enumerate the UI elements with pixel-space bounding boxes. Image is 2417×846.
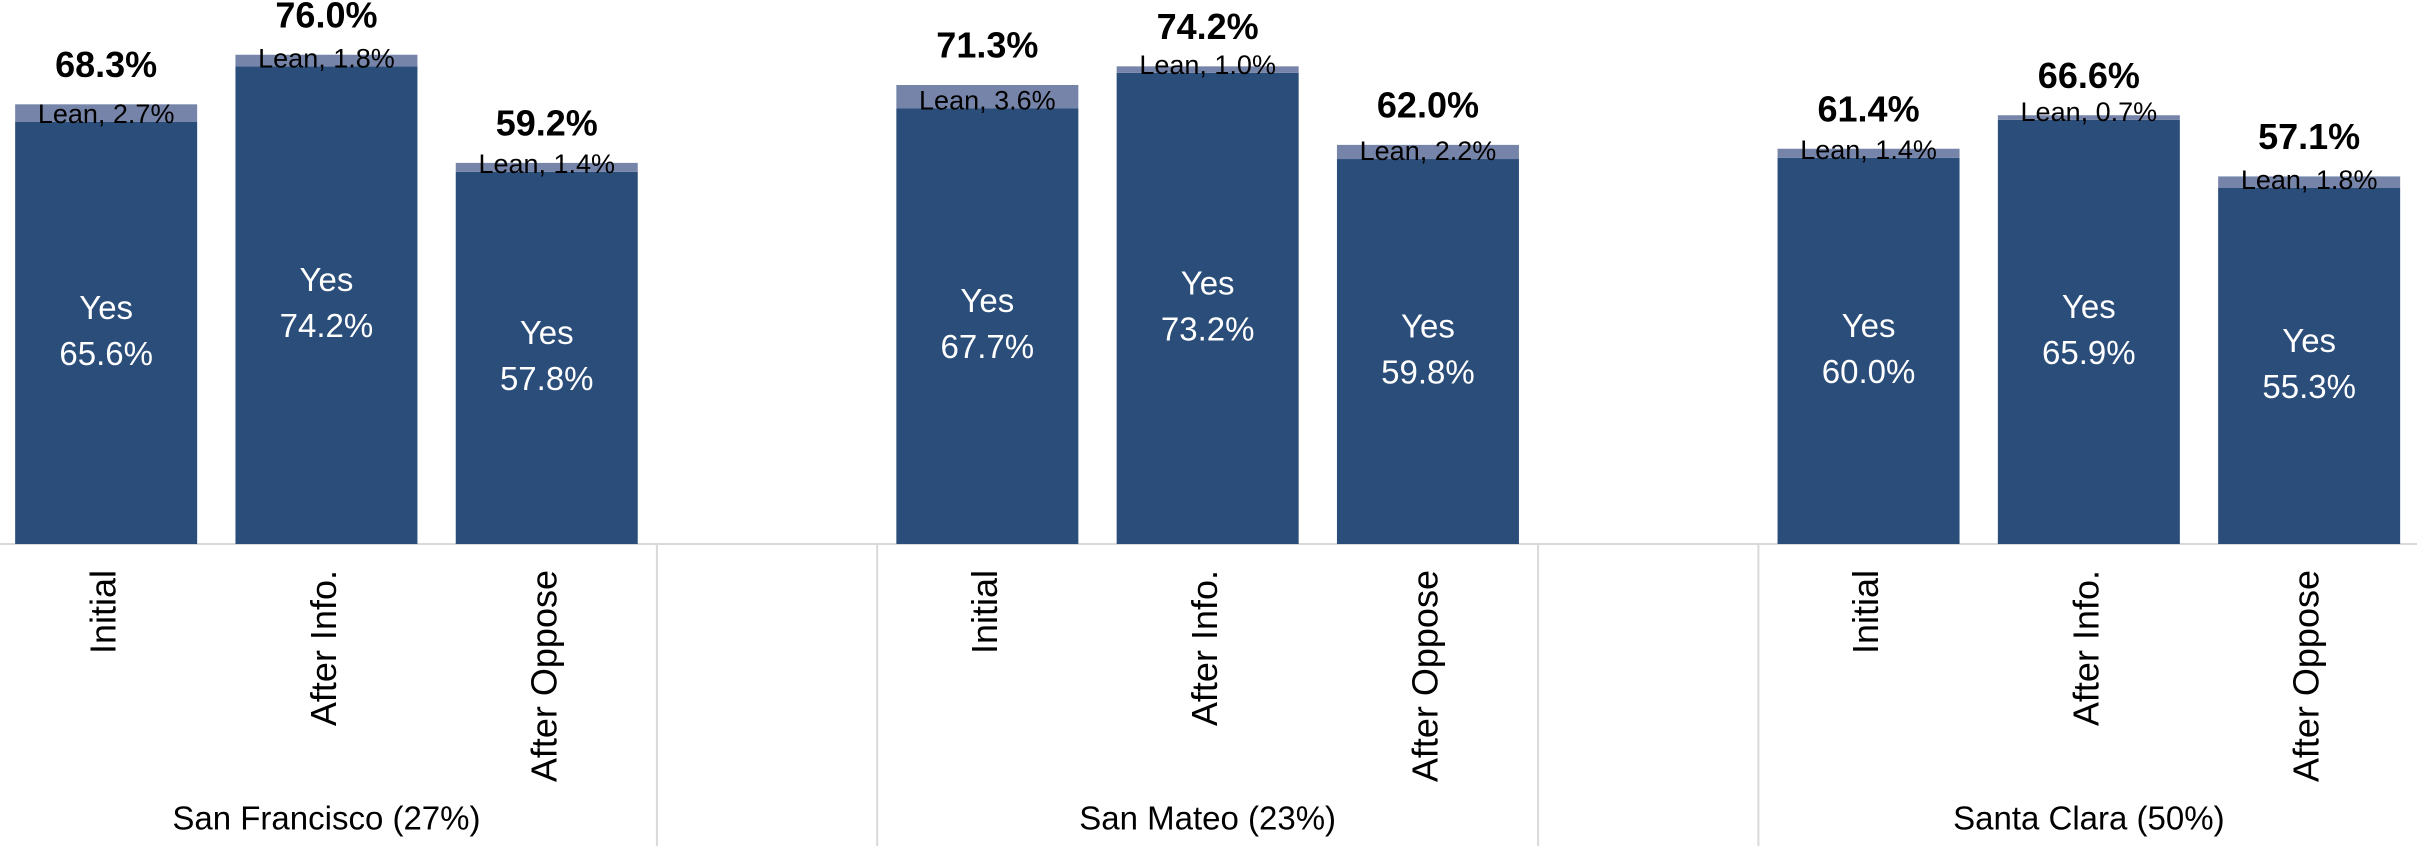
total-label: 68.3% [55,44,157,85]
bar-segment [455,162,638,172]
x-tick-label: After Oppose [2286,570,2327,782]
series-name: Yes [2062,288,2116,325]
x-tick-label: After Oppose [1404,570,1445,782]
total-label: 74.2% [1157,6,1259,47]
bar-segment [1116,66,1299,73]
series-name: Yes [520,314,574,351]
x-tick-label: Initial [964,570,1005,654]
data-label: Lean, 3.6% [919,85,1056,115]
value-label: 55.3% [2262,368,2356,405]
data-label: Yes 73.2% [1161,264,1255,347]
data-label: Yes 65.6% [59,289,153,372]
total-label: 61.4% [1818,88,1920,129]
value-label: 67.7% [941,328,1035,365]
bar-segment [1997,115,2180,120]
x-tick-label: After Info. [303,570,344,726]
data-label: Yes 55.3% [2262,322,2356,405]
bar-segment [15,121,198,544]
data-label: Lean, 2.7% [38,99,175,129]
bar-segment [235,54,418,67]
value-label: 57.8% [500,360,594,397]
data-label: Lean, 1.4% [1800,135,1937,165]
x-tick-label: After Oppose [523,570,564,782]
total-label: 62.0% [1377,84,1479,125]
group-label: San Francisco (27%) [172,800,480,837]
value-label: 65.9% [2042,334,2136,371]
series-name: Yes [2282,322,2336,359]
bar-segment [235,66,418,545]
value-label: 59.8% [1381,353,1475,390]
data-label: Lean, 1.8% [258,43,395,73]
series-name: Yes [300,261,354,298]
data-label: Yes 60.0% [1822,307,1916,390]
bar-segment [15,104,198,122]
bar-segment [1116,72,1299,545]
value-label: 65.6% [59,335,153,372]
data-label: Yes 67.7% [941,282,1035,365]
bar-segment [1336,159,1519,544]
bar-segment [896,108,1079,545]
x-tick-label: After Info. [2065,570,2106,726]
x-tick-label: After Info. [1184,570,1225,726]
data-label: Yes 57.8% [500,314,594,397]
data-label: Lean, 0.7% [2021,97,2158,127]
total-label: 59.2% [496,102,598,143]
series-name: Yes [960,282,1014,319]
group-label: San Mateo (23%) [1079,800,1336,837]
x-tick-label: Initial [83,570,124,654]
x-tick-label: Initial [1845,570,1886,654]
total-label: 76.0% [275,0,377,35]
bar-segment [1777,148,1960,158]
value-label: 73.2% [1161,310,1255,347]
data-label: Lean, 1.0% [1139,50,1276,80]
data-label: Yes 74.2% [280,261,374,344]
series-name: Yes [1181,264,1235,301]
bar-segment [1997,119,2180,545]
series-name: Yes [1401,307,1455,344]
data-label: Yes 65.9% [2042,288,2136,371]
total-label: 57.1% [2258,116,2360,157]
data-label: Lean, 1.4% [478,149,615,179]
bar-segment [455,171,638,544]
data-label: Lean, 2.2% [1360,136,1497,166]
total-label: 66.6% [2038,55,2140,96]
data-label: Lean, 1.8% [2241,165,2378,195]
value-label: 60.0% [1822,353,1916,390]
bar-segment [1777,157,1960,544]
bar-segment [2218,176,2401,189]
total-label: 71.3% [936,25,1038,66]
bar-segment [1336,144,1519,160]
data-label: Yes 59.8% [1381,307,1475,390]
group-label: Santa Clara (50%) [1953,800,2224,837]
value-label: 74.2% [280,307,374,344]
series-name: Yes [79,289,133,326]
bar-segment [896,85,1079,109]
bar-segment [2218,188,2401,544]
series-name: Yes [1842,307,1896,344]
